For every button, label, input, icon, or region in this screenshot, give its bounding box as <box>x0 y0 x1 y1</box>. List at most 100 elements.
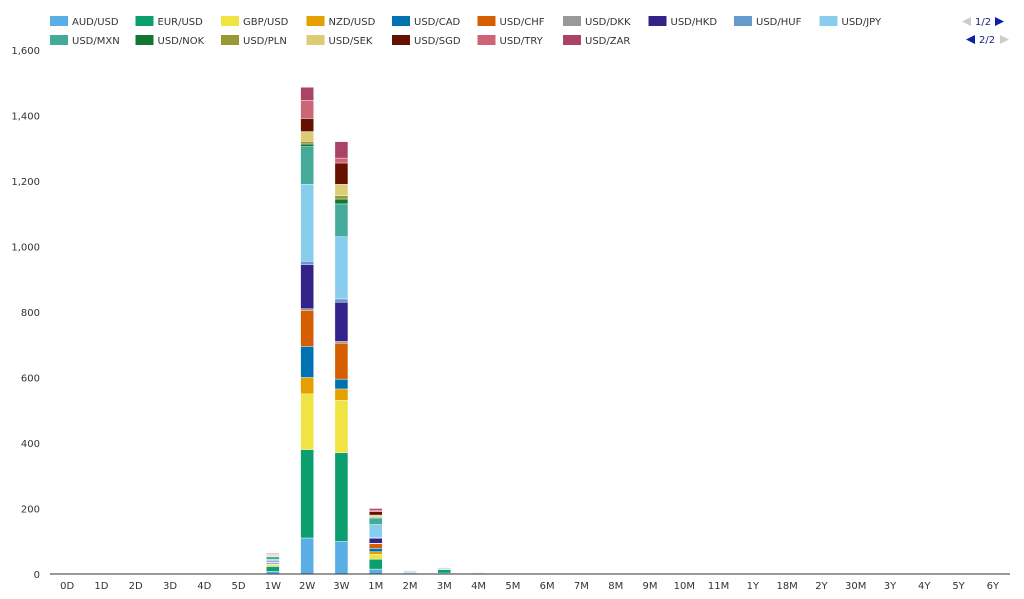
x-tick-label: 3Y <box>884 581 897 592</box>
bar-usd-hkd-2w[interactable] <box>300 264 314 309</box>
bar-usd-cad-2w[interactable] <box>300 346 314 378</box>
pager-next-icon-2[interactable] <box>1000 35 1009 44</box>
bar-usd-zar-3w[interactable] <box>334 141 349 159</box>
y-tick-label: 1,000 <box>11 243 40 254</box>
y-tick-label: 200 <box>21 505 40 516</box>
legend-item-usd-sek[interactable]: USD/SEK <box>306 35 373 47</box>
bar-usd-zar-2w[interactable] <box>300 87 314 101</box>
bar-usd-pln-3w[interactable] <box>334 195 349 200</box>
pager-prev-icon[interactable] <box>962 17 971 26</box>
bar-gbp-usd-1m[interactable] <box>369 554 383 560</box>
pager-prev-icon-2[interactable] <box>966 35 975 44</box>
legend-label-nzd-usd: NZD/USD <box>329 17 376 28</box>
bar-usd-mxn-4m[interactable] <box>471 572 486 574</box>
legend-item-usd-mxn[interactable]: USD/MXN <box>50 35 120 47</box>
pager-next-icon[interactable] <box>995 17 1004 26</box>
bar-usd-sgd-2w[interactable] <box>300 118 314 132</box>
bar-usd-zar-1w[interactable] <box>266 553 280 555</box>
legend-swatch-usd-try <box>477 35 496 45</box>
bar-usd-mxn-3m[interactable] <box>437 567 451 569</box>
bar-usd-nok-2w[interactable] <box>300 143 314 147</box>
legend-item-usd-cad[interactable]: USD/CAD <box>392 16 461 28</box>
x-tick-label: 5D <box>232 581 246 592</box>
legend-swatch-usd-chf <box>477 16 496 26</box>
bar-gbp-usd-2w[interactable] <box>300 393 314 450</box>
bar-eur-usd-1m[interactable] <box>369 559 383 570</box>
legend-label-usd-jpy: USD/JPY <box>842 17 882 28</box>
legend-item-nzd-usd[interactable]: NZD/USD <box>306 16 376 28</box>
bar-usd-mxn-3w[interactable] <box>334 203 349 237</box>
legend-item-usd-hkd[interactable]: USD/HKD <box>648 16 718 28</box>
bar-usd-try-2w[interactable] <box>300 100 314 119</box>
bar-usd-huf-3w[interactable] <box>334 298 349 303</box>
legend-item-usd-sgd[interactable]: USD/SGD <box>392 35 461 47</box>
legend-item-usd-dkk[interactable]: USD/DKK <box>563 16 631 28</box>
y-tick-label: 0 <box>34 570 40 581</box>
x-axis: 0D 1D 2D 3D 4D 5D 1W 2W 3W 1M 2M 3M 4M 5M 6M 7M 8M 9M 10M 1… <box>50 573 1010 592</box>
bar-usd-zar-1m[interactable] <box>369 508 383 511</box>
bar-aud-usd-2w[interactable] <box>300 537 314 575</box>
bar-gbp-usd-3w[interactable] <box>334 400 349 454</box>
bar-usd-sgd-3w[interactable] <box>334 162 349 185</box>
bar-usd-sek-3w[interactable] <box>334 184 349 196</box>
legend-item-usd-zar[interactable]: USD/ZAR <box>563 35 630 47</box>
bar-usd-sek-2w[interactable] <box>300 131 314 142</box>
legend-item-aud-usd[interactable]: AUD/USD <box>50 16 119 28</box>
legend-swatch-aud-usd <box>50 16 68 26</box>
legend-item-usd-jpy[interactable]: USD/JPY <box>819 16 882 28</box>
bar-usd-hkd-1m[interactable] <box>369 538 383 544</box>
bar-usd-try-3w[interactable] <box>334 157 349 164</box>
bar-usd-mxn-2w[interactable] <box>300 146 314 185</box>
bar-aud-usd-1m[interactable] <box>369 568 383 575</box>
bar-usd-try-1m[interactable] <box>369 509 383 512</box>
legend-item-usd-chf[interactable]: USD/CHF <box>477 16 545 28</box>
bar-usd-mxn-1m[interactable] <box>369 517 383 525</box>
bar-usd-nok-3w[interactable] <box>334 198 349 205</box>
bar-usd-cad-3w[interactable] <box>334 378 349 390</box>
legend-swatch-usd-nok <box>135 35 154 45</box>
bar-usd-chf-1m[interactable] <box>369 543 383 549</box>
bar-usd-huf-2w[interactable] <box>300 261 314 265</box>
x-tick-label: 7M <box>574 581 589 592</box>
bar-usd-pln-2w[interactable] <box>300 141 314 145</box>
bar-usd-sgd-1m[interactable] <box>369 511 383 516</box>
legend-item-eur-usd[interactable]: EUR/USD <box>135 16 204 28</box>
bar-eur-usd-2w[interactable] <box>300 449 314 539</box>
bar-gbp-usd-1w[interactable] <box>266 564 280 567</box>
bar-usd-jpy-1w[interactable] <box>266 559 280 562</box>
bar-usd-mxn-1w[interactable] <box>266 556 280 560</box>
bar-aud-usd-3w[interactable] <box>334 541 349 575</box>
bar-eur-usd-3m[interactable] <box>437 569 451 574</box>
legend-label-aud-usd: AUD/USD <box>72 17 119 28</box>
legend-swatch-usd-jpy <box>819 16 838 26</box>
legend-item-usd-nok[interactable]: USD/NOK <box>135 35 205 47</box>
legend-item-usd-pln[interactable]: USD/PLN <box>221 35 287 47</box>
pager-page-2-label: 2/2 <box>979 35 995 46</box>
bar-usd-jpy-3w[interactable] <box>334 236 349 300</box>
y-tick-label: 600 <box>21 374 40 385</box>
bar-usd-chf-2w[interactable] <box>300 310 314 347</box>
x-tick-label: 8M <box>608 581 623 592</box>
bar-usd-mxn-2m[interactable] <box>403 570 417 572</box>
bar-nzd-usd-2w[interactable] <box>300 377 314 395</box>
legend-item-usd-huf[interactable]: USD/HUF <box>734 16 802 28</box>
legend-item-gbp-usd[interactable]: GBP/USD <box>221 16 289 28</box>
bar-eur-usd-1w[interactable] <box>266 566 280 572</box>
x-tick-label: 2M <box>403 581 418 592</box>
bar-usd-chf-3w[interactable] <box>334 342 349 380</box>
bar-usd-dkk-3w[interactable] <box>334 341 349 344</box>
bar-usd-dkk-2w[interactable] <box>300 308 314 311</box>
bar-usd-hkd-3w[interactable] <box>334 301 349 342</box>
legend-item-usd-try[interactable]: USD/TRY <box>477 35 544 47</box>
bar-usd-sek-1m[interactable] <box>369 514 383 517</box>
bar-usd-jpy-2w[interactable] <box>300 184 314 262</box>
x-tick-label: 1Y <box>747 581 760 592</box>
bar-nzd-usd-1m[interactable] <box>369 551 383 555</box>
legend-label-usd-cad: USD/CAD <box>414 17 461 28</box>
bar-eur-usd-3w[interactable] <box>334 452 349 542</box>
bar-usd-cad-1m[interactable] <box>369 548 383 552</box>
plot-area <box>266 87 486 575</box>
bar-usd-jpy-1m[interactable] <box>369 524 383 538</box>
x-tick-label: 5M <box>505 581 520 592</box>
bar-nzd-usd-3w[interactable] <box>334 388 349 401</box>
